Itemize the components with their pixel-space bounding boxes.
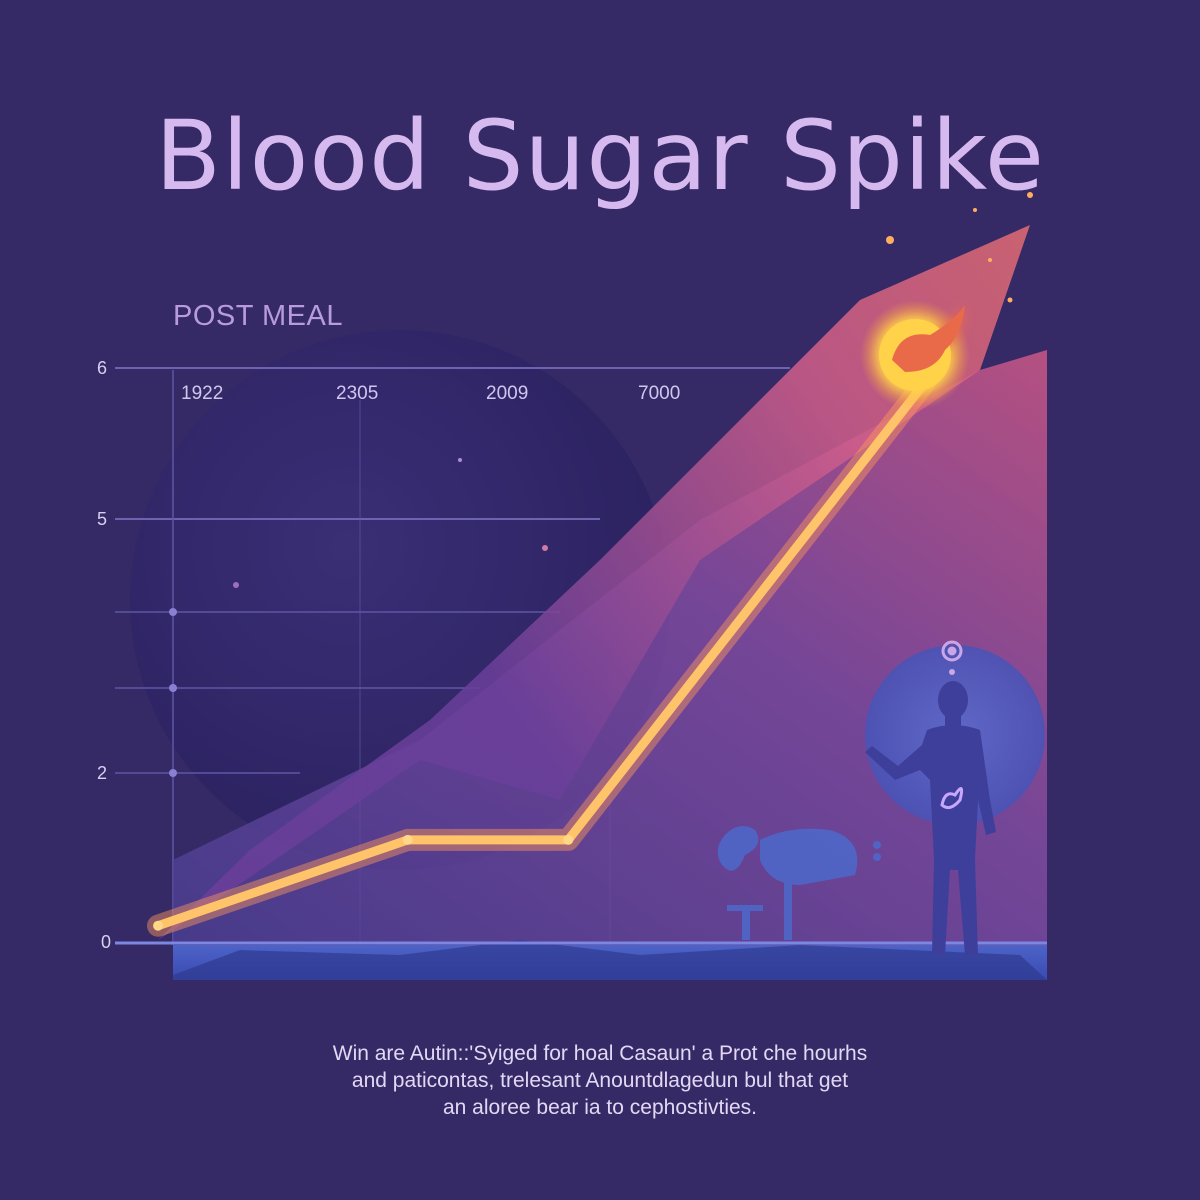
y-tick-0: 0 [101,932,112,952]
caption-line: Win are Autin::'Syiged for hoal Casaun' … [332,1042,868,1065]
caption-text: Win are Autin::'Syiged for hoal Casaun' … [250,1040,950,1121]
thought-dot [949,669,955,675]
data-points [153,834,574,931]
glucose-burst-icon [879,305,965,391]
caption-line: an aloree bear ia to cephostivties. [442,1096,758,1119]
grid-dot [169,608,177,616]
ground-shadow [173,940,1047,980]
caption-line: and paticontas, trelesant Anountdlagedun… [351,1069,849,1092]
chart-subtitle: POST MEAL [173,300,343,332]
data-point-2 [402,834,413,845]
body-silhouette-icon [865,681,996,955]
grid-dot [169,769,177,777]
gear-icon [941,640,963,662]
x-tick-2: 2305 [336,383,379,404]
data-point-1 [153,920,163,931]
y-tick-2: 2 [97,763,108,783]
y-tick-6: 6 [97,358,108,378]
grid-dot [169,684,177,692]
sparkles [233,192,1033,588]
x-tick-1: 1922 [181,383,224,404]
page-title: Blood Sugar Spike [155,100,1045,212]
x-tick-3: 2009 [486,383,529,404]
data-point-3 [563,834,574,845]
spike-area [158,225,1030,940]
stomach-icon [940,787,964,810]
x-tick-4: 7000 [638,383,681,404]
organ-shapes [717,826,881,940]
y-tick-5: 5 [97,509,108,529]
spike-line [153,377,930,931]
